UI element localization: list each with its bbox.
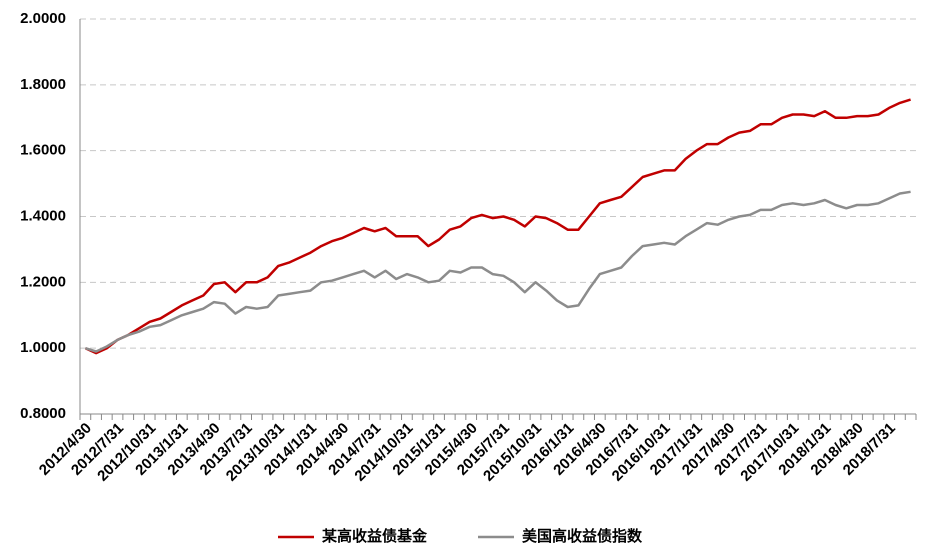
y-tick-label: 0.8000 <box>20 405 66 422</box>
y-tick-label: 1.6000 <box>20 142 66 159</box>
legend-label: 美国高收益债指数 <box>522 527 643 545</box>
line-series <box>85 190 911 353</box>
y-tick-label: 1.2000 <box>20 273 66 290</box>
y-tick-label: 1.0000 <box>20 339 66 356</box>
y-tick-label: 2.0000 <box>20 10 66 27</box>
y-tick-label: 1.4000 <box>20 207 66 224</box>
y-tick-label: 1.8000 <box>20 76 66 93</box>
line-series <box>84 98 911 355</box>
legend-label: 某高收益债基金 <box>322 527 428 545</box>
